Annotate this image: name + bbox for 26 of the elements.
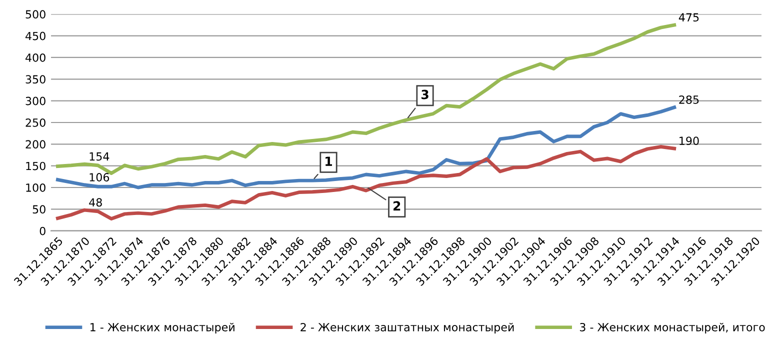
y-tick-label: 250 [26, 118, 46, 127]
data-label: 154 [90, 152, 110, 161]
line-series [56, 106, 676, 190]
y-tick-label: 200 [26, 140, 46, 149]
data-label: 285 [679, 95, 699, 104]
data-label: 106 [90, 173, 110, 182]
y-tick-label: 150 [26, 162, 46, 170]
y-tick-label: 450 [26, 32, 46, 40]
y-tick-label: 500 [26, 10, 46, 19]
y-tick-label: 300 [26, 96, 46, 106]
y-tick-label: 50 [32, 205, 46, 214]
line-series [56, 145, 676, 220]
legend-label: 2 - Женских заштатных монастырей [300, 322, 514, 334]
data-label: 190 [680, 136, 699, 146]
y-tick-label: 350 [26, 75, 46, 84]
y-tick-label: 100 [26, 183, 46, 192]
y-tick-label: 0 [40, 226, 46, 236]
legend-label: 3 - Женских монастырей, итого [580, 322, 765, 334]
legend-label: 1 - Женских монастырей [90, 322, 234, 334]
line-series [56, 23, 676, 175]
annotation: 3 [422, 90, 428, 100]
y-tick-label: 400 [26, 53, 46, 62]
data-label: 475 [678, 13, 699, 22]
data-label: 48 [89, 198, 102, 207]
annotation: 1 [326, 156, 332, 166]
annotation: 2 [394, 201, 400, 210]
